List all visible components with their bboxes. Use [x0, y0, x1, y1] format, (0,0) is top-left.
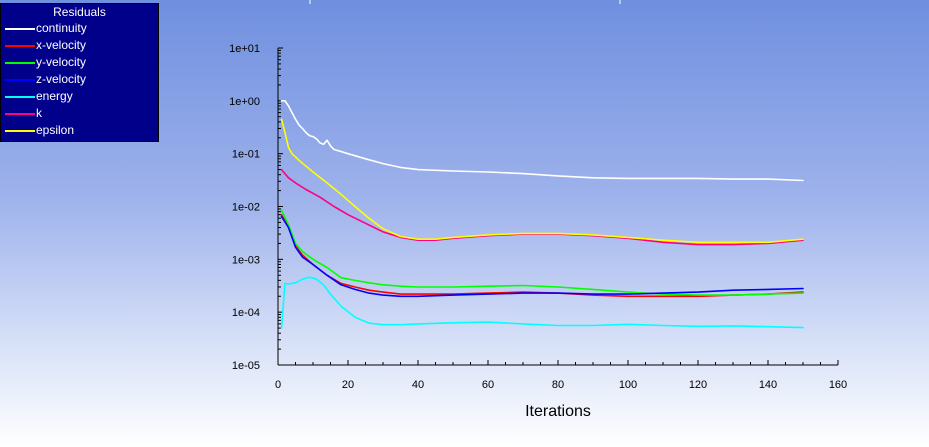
legend-label: epsilon — [36, 123, 75, 137]
legend-swatch — [5, 79, 35, 81]
x-tick-label: 40 — [412, 379, 424, 391]
x-tick-label: 100 — [619, 379, 637, 391]
y-tick-label: 1e+00 — [229, 96, 260, 108]
series-line-epsilon — [280, 118, 804, 244]
legend-swatch — [5, 113, 35, 115]
legend-swatch — [5, 96, 35, 98]
legend-swatch — [5, 45, 35, 47]
x-tick-label: 20 — [342, 379, 354, 391]
y-tick-label: 1e-05 — [232, 360, 260, 372]
y-tick-label: 1e-02 — [232, 202, 260, 214]
x-axis-label: Iterations — [525, 403, 591, 420]
legend-label: continuity — [36, 21, 87, 35]
top-edge-marks — [309, 0, 621, 4]
series-line-energy — [280, 276, 804, 329]
legend-item-k: k — [1, 105, 158, 122]
axes: 1e-05 1e-04 1e-03 1e-02 1e-01 1e+00 1e+01 0 20 40… — [229, 43, 847, 391]
legend-swatch — [5, 130, 35, 132]
legend-item-z-velocity: z-velocity — [1, 71, 158, 88]
legend-label: energy — [36, 89, 73, 103]
legend-item-y-velocity: y-velocity — [1, 54, 158, 71]
legend-item-continuity: continuity — [1, 20, 158, 37]
x-tick-label: 0 — [275, 379, 281, 391]
legend-label: k — [36, 106, 42, 120]
x-tick-label: 140 — [759, 379, 777, 391]
legend-label: y-velocity — [36, 55, 87, 69]
legend[interactable]: Residuals continuity x-velocity y-veloci… — [0, 3, 159, 142]
y-tick-label: 1e-03 — [232, 254, 260, 266]
x-tick-label: 80 — [552, 379, 564, 391]
legend-swatch — [5, 62, 35, 64]
series-line-continuity — [280, 100, 804, 182]
y-tick-label: 1e-04 — [232, 307, 260, 319]
legend-label: x-velocity — [36, 38, 87, 52]
legend-label: z-velocity — [36, 72, 87, 86]
x-tick-label: 60 — [482, 379, 494, 391]
x-tick-label: 120 — [689, 379, 707, 391]
legend-item-x-velocity: x-velocity — [1, 37, 158, 54]
y-tick-label: 1e+01 — [229, 43, 260, 55]
legend-item-energy: energy — [1, 88, 158, 105]
series-layer — [280, 100, 804, 329]
series-line-z-velocity — [280, 215, 804, 298]
series-line-y-velocity — [280, 209, 804, 296]
legend-item-epsilon: epsilon — [1, 122, 158, 139]
legend-swatch — [5, 28, 35, 30]
legend-title: Residuals — [53, 5, 106, 19]
x-tick-label: 160 — [829, 379, 847, 391]
series-line-x-velocity — [280, 213, 804, 298]
series-line-k — [280, 168, 804, 246]
y-tick-label: 1e-01 — [232, 149, 260, 161]
